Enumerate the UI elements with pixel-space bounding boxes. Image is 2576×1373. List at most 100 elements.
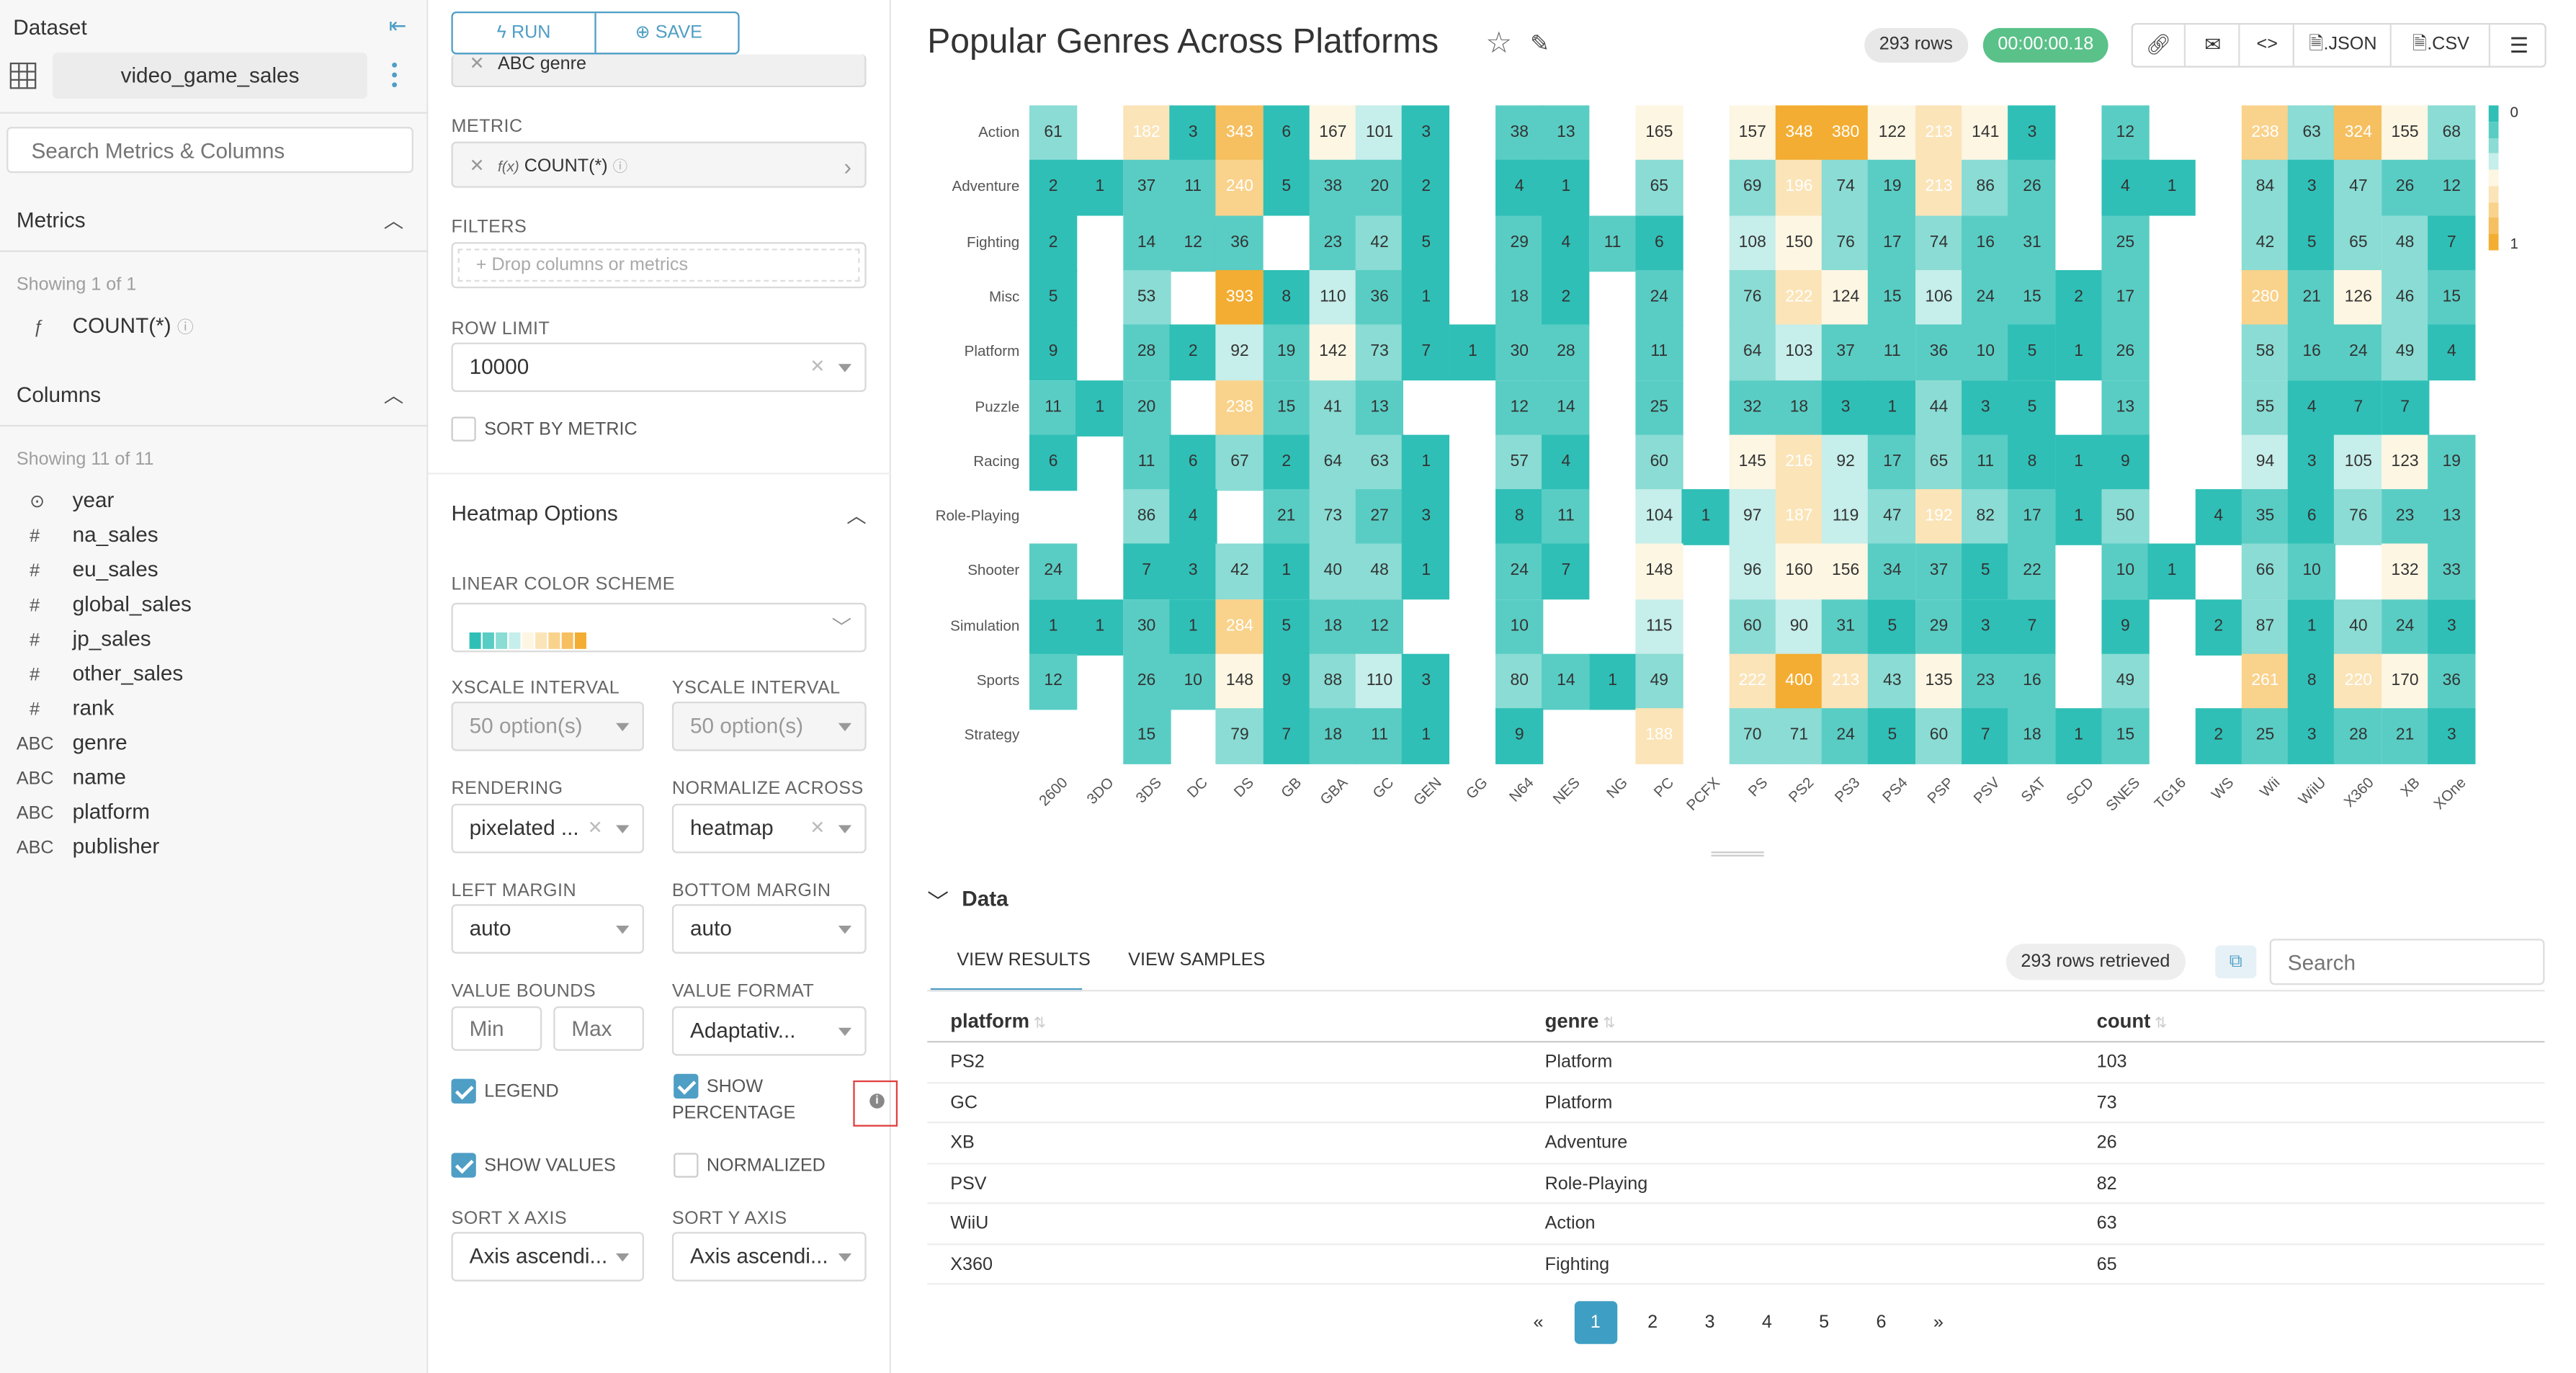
heatmap-cell[interactable]: 25 bbox=[2241, 708, 2289, 765]
heatmap-cell[interactable]: 1 bbox=[1402, 544, 1450, 601]
heatmap-cell[interactable]: 3 bbox=[1402, 489, 1450, 546]
heatmap-cell[interactable]: 63 bbox=[1355, 434, 1404, 491]
heatmap-cell[interactable]: 2 bbox=[2194, 708, 2242, 765]
heatmap-cell[interactable]: 148 bbox=[1215, 653, 1264, 710]
column-item-platform[interactable]: ABC platform bbox=[17, 795, 150, 828]
heatmap-cell[interactable]: 55 bbox=[2241, 380, 2289, 436]
heatmap-cell[interactable]: 110 bbox=[1309, 269, 1357, 326]
heatmap-cell[interactable]: 60 bbox=[1635, 434, 1683, 491]
info-tooltip-highlight[interactable]: i bbox=[853, 1080, 898, 1127]
heatmap-cell[interactable]: 40 bbox=[1309, 544, 1357, 601]
heatmap-cell[interactable]: 18 bbox=[1495, 269, 1544, 326]
min-input[interactable] bbox=[451, 1006, 542, 1051]
heatmap-cell[interactable]: 1 bbox=[1542, 160, 1591, 217]
page-next[interactable]: » bbox=[1933, 1312, 1944, 1333]
heatmap-cell[interactable]: 26 bbox=[2101, 324, 2150, 381]
page-5[interactable]: 5 bbox=[1819, 1312, 1830, 1333]
heatmap-cell[interactable]: 31 bbox=[2008, 215, 2057, 272]
sort-x-select[interactable]: Axis ascendi... bbox=[451, 1232, 644, 1282]
heatmap-cell[interactable]: 24 bbox=[1821, 708, 1870, 765]
heatmap-cell[interactable]: 4 bbox=[1169, 489, 1217, 546]
heatmap-cell[interactable]: 86 bbox=[1962, 160, 2010, 217]
heatmap-cell[interactable]: 8 bbox=[2008, 434, 2057, 491]
heatmap-cell[interactable]: 160 bbox=[1775, 544, 1823, 601]
heatmap-cell[interactable]: 18 bbox=[2008, 708, 2057, 765]
heatmap-cell[interactable]: 213 bbox=[1915, 160, 1963, 217]
data-section-title[interactable]: Data bbox=[962, 886, 1009, 911]
embed-code-icon[interactable]: <> bbox=[2242, 24, 2294, 66]
heatmap-cell[interactable]: 1 bbox=[2054, 489, 2103, 546]
heatmap-cell[interactable]: 9 bbox=[2101, 434, 2150, 491]
heatmap-cell[interactable]: 14 bbox=[1122, 215, 1171, 272]
heatmap-cell[interactable]: 4 bbox=[2428, 324, 2476, 381]
heatmap-cell[interactable]: 9 bbox=[1029, 324, 1078, 381]
heatmap-cell[interactable]: 238 bbox=[2241, 105, 2289, 162]
data-search-input[interactable] bbox=[2269, 939, 2545, 985]
heatmap-cell[interactable]: 24 bbox=[2381, 599, 2429, 656]
legend-checkbox[interactable] bbox=[451, 1078, 476, 1104]
remove-icon[interactable]: ✕ bbox=[469, 156, 485, 176]
heatmap-cell[interactable]: 148 bbox=[1635, 544, 1683, 601]
xscale-select[interactable]: 50 option(s) bbox=[451, 702, 644, 751]
heatmap-cell[interactable]: 5 bbox=[1868, 708, 1916, 765]
chevron-down-icon[interactable]: ﹀ bbox=[927, 889, 949, 914]
export-csv-button[interactable]: 🗎︎.CSV bbox=[2393, 24, 2491, 66]
heatmap-cell[interactable]: 393 bbox=[1215, 269, 1264, 326]
value-format-select[interactable]: Adaptativ... bbox=[671, 1006, 867, 1056]
heatmap-cell[interactable]: 11 bbox=[1962, 434, 2010, 491]
heatmap-cell[interactable]: 9 bbox=[2101, 599, 2150, 656]
heatmap-cell[interactable]: 105 bbox=[2334, 434, 2383, 491]
heatmap-cell[interactable]: 13 bbox=[1355, 380, 1404, 436]
heatmap-cell[interactable]: 11 bbox=[1169, 160, 1217, 217]
heatmap-cell[interactable]: 167 bbox=[1309, 105, 1357, 162]
heatmap-cell[interactable]: 11 bbox=[1122, 434, 1171, 491]
heatmap-cell[interactable]: 30 bbox=[1495, 324, 1544, 381]
heatmap-cell[interactable]: 13 bbox=[1542, 105, 1591, 162]
sort-icon[interactable]: ⇅ bbox=[1598, 1014, 1616, 1032]
heatmap-cell[interactable]: 10 bbox=[2101, 544, 2150, 601]
heatmap-cell[interactable]: 3 bbox=[1402, 105, 1450, 162]
heatmap-cell[interactable]: 1 bbox=[1681, 489, 1730, 546]
heatmap-cell[interactable]: 26 bbox=[2008, 160, 2057, 217]
heatmap-cell[interactable]: 15 bbox=[2101, 708, 2150, 765]
column-header-count[interactable]: count ⇅ bbox=[2097, 1010, 2168, 1033]
remove-icon[interactable]: ✕ bbox=[469, 54, 485, 74]
heatmap-cell[interactable]: 36 bbox=[1915, 324, 1963, 381]
table-row[interactable]: GC Platform 73 bbox=[927, 1083, 2545, 1124]
heatmap-cell[interactable]: 400 bbox=[1775, 653, 1823, 710]
heatmap-cell[interactable]: 222 bbox=[1728, 653, 1776, 710]
heatmap-cell[interactable]: 70 bbox=[1728, 708, 1776, 765]
heatmap-cell[interactable]: 3 bbox=[2428, 599, 2476, 656]
heatmap-cell[interactable]: 1 bbox=[1402, 708, 1450, 765]
heatmap-cell[interactable]: 38 bbox=[1495, 105, 1544, 162]
heatmap-cell[interactable]: 11 bbox=[1029, 380, 1078, 436]
heatmap-cell[interactable]: 6 bbox=[1169, 434, 1217, 491]
heatmap-cell[interactable]: 11 bbox=[1868, 324, 1916, 381]
heatmap-cell[interactable]: 7 bbox=[1122, 544, 1171, 601]
heatmap-cell[interactable]: 156 bbox=[1821, 544, 1870, 601]
heatmap-cell[interactable]: 15 bbox=[1868, 269, 1916, 326]
heatmap-cell[interactable]: 240 bbox=[1215, 160, 1264, 217]
heatmap-cell[interactable]: 60 bbox=[1915, 708, 1963, 765]
normalize-select[interactable]: heatmap ✕ bbox=[671, 803, 867, 854]
heatmap-cell[interactable]: 238 bbox=[1215, 380, 1264, 436]
heatmap-cell[interactable]: 2 bbox=[1402, 160, 1450, 217]
resize-handle[interactable] bbox=[1711, 851, 1764, 857]
heatmap-cell[interactable]: 42 bbox=[2241, 215, 2289, 272]
heatmap-cell[interactable]: 65 bbox=[1635, 160, 1683, 217]
column-item-other_sales[interactable]: # other_sales bbox=[17, 657, 183, 690]
heatmap-cell[interactable]: 8 bbox=[1495, 489, 1544, 546]
heatmap-cell[interactable]: 192 bbox=[1915, 489, 1963, 546]
heatmap-cell[interactable]: 36 bbox=[1355, 269, 1404, 326]
search-metrics-input[interactable] bbox=[6, 127, 413, 174]
heatmap-cell[interactable]: 12 bbox=[1355, 599, 1404, 656]
heatmap-cell[interactable]: 182 bbox=[1122, 105, 1171, 162]
heatmap-cell[interactable]: 73 bbox=[1309, 489, 1357, 546]
column-item-eu_sales[interactable]: # eu_sales bbox=[17, 553, 158, 586]
heatmap-cell[interactable]: 41 bbox=[1309, 380, 1357, 436]
tab-view-samples[interactable]: VIEW SAMPLES bbox=[1128, 950, 1266, 970]
table-row[interactable]: PSV Role-Playing 82 bbox=[927, 1163, 2545, 1204]
metric-item[interactable]: ƒ COUNT(*) ⓘ bbox=[17, 310, 194, 343]
heatmap-cell[interactable]: 32 bbox=[1728, 380, 1776, 436]
heatmap-cell[interactable]: 261 bbox=[2241, 653, 2289, 710]
